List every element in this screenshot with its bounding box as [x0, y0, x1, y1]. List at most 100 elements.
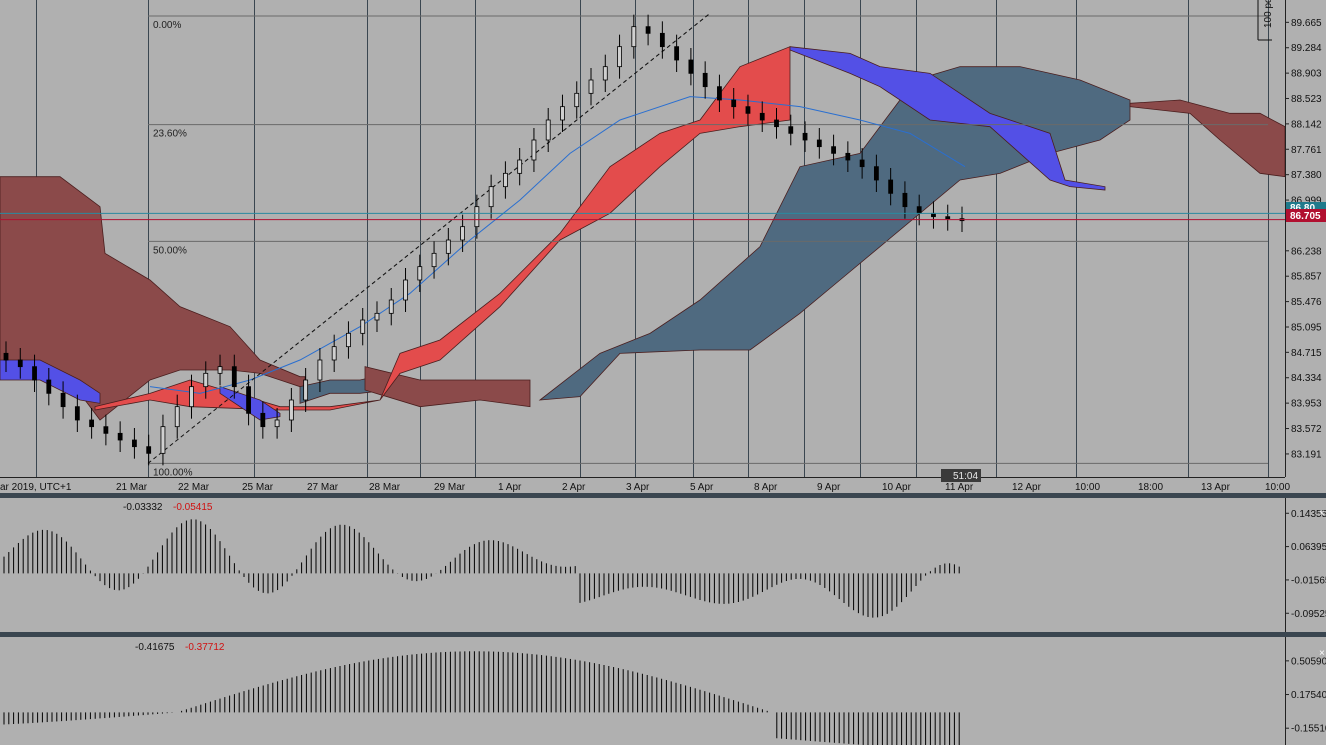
candle-body[interactable]: [560, 106, 565, 121]
candle-body[interactable]: [160, 426, 166, 454]
candle-body[interactable]: [945, 216, 951, 220]
candle-body[interactable]: [659, 32, 665, 48]
candle-body[interactable]: [602, 66, 608, 81]
fib-level-label: 0.00%: [153, 20, 181, 31]
trendline[interactable]: [147, 12, 711, 464]
candle-body[interactable]: [360, 319, 366, 334]
panel-separator-1[interactable]: [0, 493, 1326, 498]
time-tick-label: 2 Apr: [562, 482, 586, 493]
time-tick-label: 28 Mar: [369, 482, 401, 493]
candle-body[interactable]: [617, 46, 622, 68]
candle-body[interactable]: [346, 332, 351, 348]
candle-body[interactable]: [303, 379, 309, 401]
candle-body[interactable]: [203, 372, 209, 388]
indicator-panel-2[interactable]: 0.50590 0.17540 -0.15510 -0.41675 -0.37712…: [3, 637, 1326, 745]
candle-body[interactable]: [403, 279, 408, 301]
price-tick-label: 89.284: [1291, 43, 1322, 54]
candle-body[interactable]: [674, 46, 680, 61]
candle-body[interactable]: [503, 172, 508, 188]
candle-body[interactable]: [574, 92, 580, 108]
candle-body[interactable]: [902, 192, 908, 208]
cursor-time-label: 51:04: [953, 471, 978, 482]
candle-body[interactable]: [474, 206, 480, 228]
candle-body[interactable]: [274, 419, 280, 428]
candle-body[interactable]: [74, 406, 80, 421]
candle-body[interactable]: [588, 79, 594, 94]
time-tick-label: 1 Apr: [498, 482, 522, 493]
candle-body[interactable]: [845, 152, 851, 161]
candle-body[interactable]: [802, 132, 808, 141]
candle-body[interactable]: [374, 312, 380, 321]
candle-body[interactable]: [488, 186, 494, 208]
time-tick-label: 10:00: [1265, 482, 1290, 493]
kumo-band-red: [94, 46, 791, 411]
candle-body[interactable]: [117, 432, 123, 441]
candle-body[interactable]: [431, 252, 437, 268]
time-tick-label: 13 Apr: [1201, 482, 1231, 493]
candle-body[interactable]: [132, 439, 137, 448]
indicator-2-tick-labels: 0.50590 0.17540 -0.15510: [1285, 656, 1326, 735]
trendlines[interactable]: [147, 12, 711, 464]
candle-body[interactable]: [32, 366, 37, 381]
candle-body[interactable]: [517, 159, 523, 174]
candle-body[interactable]: [531, 139, 537, 161]
indicator-tick-label: 0.17540: [1291, 690, 1326, 701]
candle-body[interactable]: [545, 119, 551, 141]
panel-separator-2[interactable]: [0, 632, 1326, 637]
candle-body[interactable]: [89, 419, 95, 428]
candle-body[interactable]: [745, 106, 751, 114]
candlesticks[interactable]: [3, 14, 965, 466]
candle-body[interactable]: [217, 366, 223, 374]
candle-body[interactable]: [288, 399, 294, 421]
candle-body[interactable]: [246, 386, 251, 414]
indicator-tick-label: -0.09525: [1291, 609, 1326, 620]
price-axis-bg: [1285, 0, 1326, 477]
candle-body[interactable]: [174, 406, 180, 428]
candle-body[interactable]: [788, 126, 794, 134]
time-tick-label: 12 Apr: [1012, 482, 1042, 493]
price-tick-label: 85.476: [1291, 297, 1322, 308]
time-tick-label: 27 Mar: [307, 482, 339, 493]
candle-body[interactable]: [759, 112, 765, 121]
candle-body[interactable]: [702, 72, 708, 88]
candle-body[interactable]: [103, 426, 109, 434]
indicator-1-value-a: -0.03332: [123, 502, 163, 513]
candle-body[interactable]: [189, 386, 194, 408]
candle-body[interactable]: [317, 359, 323, 381]
indicator-tick-label: -0.01565: [1291, 575, 1326, 586]
price-tick-label: 83.953: [1291, 399, 1322, 410]
candle-body[interactable]: [645, 26, 651, 34]
candle-body[interactable]: [260, 412, 266, 428]
close-icon[interactable]: ×: [1319, 648, 1325, 659]
close-icon[interactable]: ×: [1319, 508, 1325, 519]
candle-body[interactable]: [731, 99, 737, 108]
candle-body[interactable]: [3, 352, 9, 361]
candle-body[interactable]: [916, 206, 922, 214]
candle-body[interactable]: [331, 346, 337, 361]
candle-body[interactable]: [631, 26, 637, 48]
candle-body[interactable]: [831, 146, 836, 154]
candle-body[interactable]: [46, 379, 52, 394]
candle-body[interactable]: [388, 299, 394, 314]
price-tick-label: 88.142: [1291, 119, 1322, 130]
price-tick-label: 85.857: [1291, 272, 1322, 283]
indicator-2-value-b: -0.37712: [185, 642, 225, 653]
candle-body[interactable]: [445, 239, 451, 254]
candle-body[interactable]: [688, 59, 694, 74]
time-tick-label: 11 Apr: [945, 482, 974, 493]
candle-body[interactable]: [60, 392, 66, 408]
candle-body[interactable]: [146, 446, 152, 454]
candle-body[interactable]: [859, 159, 865, 168]
candle-body[interactable]: [231, 366, 237, 388]
candle-body[interactable]: [717, 86, 722, 101]
candle-body[interactable]: [17, 359, 23, 368]
candle-body[interactable]: [774, 119, 779, 128]
candle-body[interactable]: [816, 139, 822, 148]
candle-body[interactable]: [888, 179, 894, 194]
candle-body[interactable]: [460, 226, 465, 241]
candle-body[interactable]: [873, 166, 879, 181]
main-price-panel[interactable]: 0.00% 23.60% 50.00% 100.00%: [0, 0, 1286, 478]
candle-body[interactable]: [417, 266, 423, 281]
